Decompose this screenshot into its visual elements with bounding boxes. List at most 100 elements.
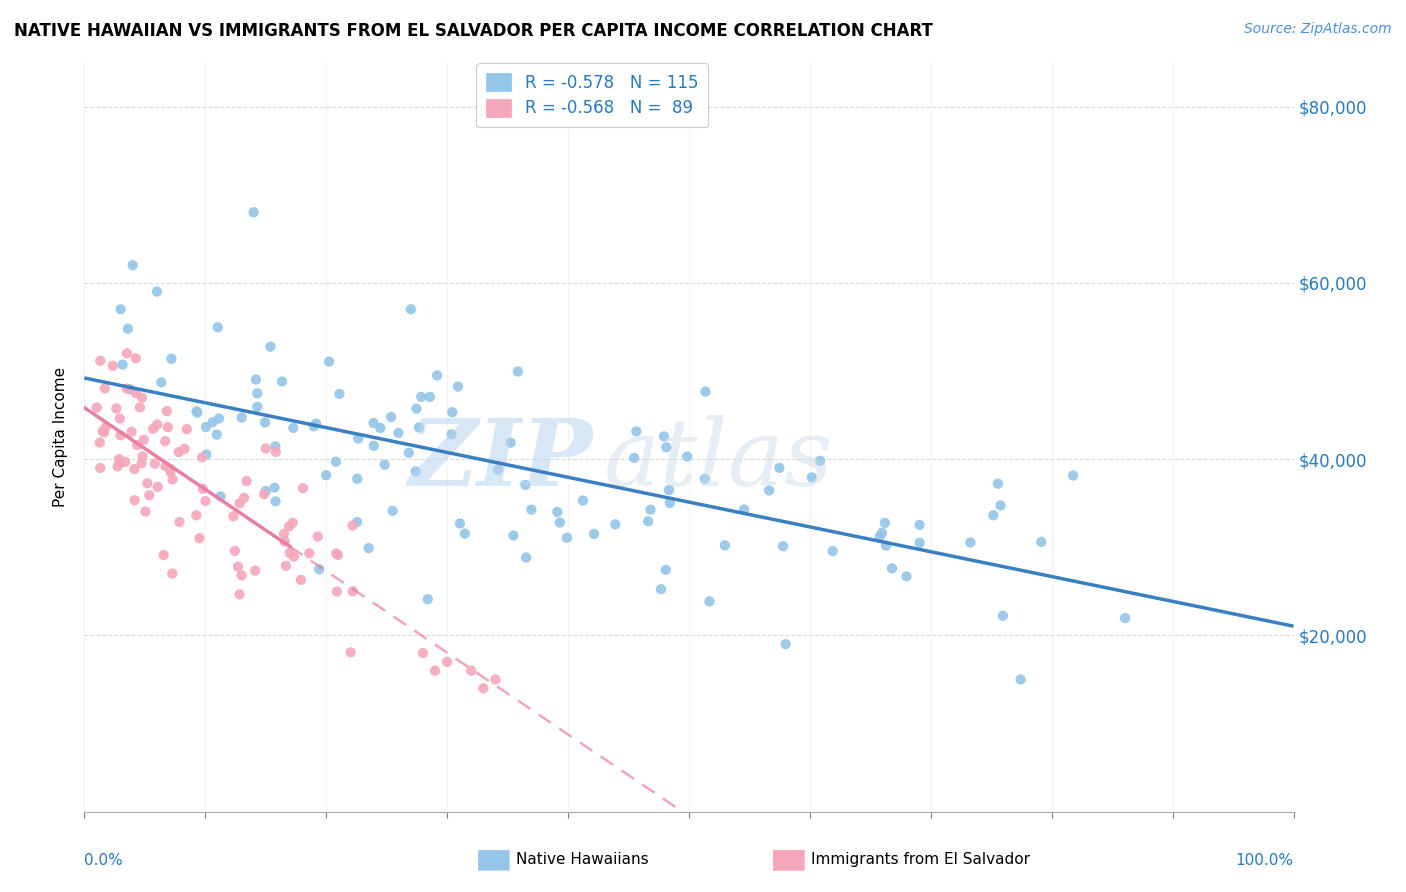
Point xyxy=(271,375,294,389)
Point xyxy=(245,372,267,386)
Point xyxy=(226,559,249,574)
Point xyxy=(173,442,195,456)
Point xyxy=(339,645,361,659)
Point xyxy=(186,404,208,418)
Point xyxy=(131,391,153,405)
Point xyxy=(222,509,245,524)
Point xyxy=(243,564,266,578)
Point xyxy=(676,450,699,464)
Point xyxy=(800,470,823,484)
Point xyxy=(695,384,717,399)
Point xyxy=(156,404,179,418)
Point xyxy=(132,433,155,447)
Point xyxy=(436,655,458,669)
Point xyxy=(308,562,330,576)
Point xyxy=(228,496,250,510)
Text: Native Hawaiians: Native Hawaiians xyxy=(516,853,648,867)
Point xyxy=(155,459,177,474)
Point xyxy=(1114,611,1136,625)
Point xyxy=(305,417,328,431)
Point xyxy=(125,351,148,366)
Point xyxy=(205,427,228,442)
Point xyxy=(484,673,506,687)
Point xyxy=(880,561,903,575)
Point xyxy=(153,434,176,449)
Point xyxy=(101,359,124,373)
Point xyxy=(714,538,737,552)
Point xyxy=(346,515,368,529)
Point xyxy=(246,400,269,414)
Point xyxy=(486,463,509,477)
Point xyxy=(318,354,340,368)
Point xyxy=(169,515,191,529)
Point xyxy=(167,445,190,459)
Point xyxy=(127,438,149,452)
Point xyxy=(110,428,132,442)
Point xyxy=(162,472,184,486)
Point xyxy=(274,534,297,549)
Point xyxy=(515,478,537,492)
Point xyxy=(873,516,896,530)
Point xyxy=(108,452,131,467)
Point xyxy=(555,531,578,545)
Point xyxy=(107,459,129,474)
Point xyxy=(302,419,325,434)
Point xyxy=(499,435,522,450)
Point xyxy=(363,416,385,430)
Point xyxy=(136,476,159,491)
Point xyxy=(254,442,277,456)
Point xyxy=(699,594,721,608)
Point xyxy=(423,664,446,678)
Point xyxy=(325,455,347,469)
Point xyxy=(91,424,114,438)
Point xyxy=(326,548,349,562)
Point xyxy=(416,592,439,607)
Point xyxy=(117,322,139,336)
Point xyxy=(259,340,281,354)
Point xyxy=(408,420,430,434)
Point xyxy=(283,421,305,435)
Point xyxy=(283,549,305,564)
Point xyxy=(93,425,115,440)
Point xyxy=(1010,673,1032,687)
Point xyxy=(991,608,1014,623)
Point xyxy=(159,461,181,475)
Point xyxy=(583,527,606,541)
Point xyxy=(908,518,931,533)
Point xyxy=(655,440,678,454)
Legend: R = -0.578   N = 115, R = -0.568   N =  89: R = -0.578 N = 115, R = -0.568 N = 89 xyxy=(477,63,709,128)
Point xyxy=(399,302,422,317)
Point xyxy=(363,439,385,453)
Text: 0.0%: 0.0% xyxy=(84,853,124,868)
Point xyxy=(326,584,349,599)
Point xyxy=(156,420,179,434)
Point xyxy=(191,482,214,496)
Point xyxy=(387,425,409,440)
Point xyxy=(138,488,160,502)
Point xyxy=(115,382,138,396)
Point xyxy=(278,546,301,560)
Point xyxy=(959,535,981,549)
Point xyxy=(454,526,477,541)
Point xyxy=(195,448,218,462)
Point xyxy=(772,539,794,553)
Point xyxy=(626,425,648,439)
Point xyxy=(231,568,253,582)
Point xyxy=(110,302,132,317)
Point xyxy=(515,550,537,565)
Point xyxy=(124,385,146,400)
Point xyxy=(129,401,152,415)
Point xyxy=(908,536,931,550)
Point xyxy=(264,494,287,508)
Point xyxy=(441,405,464,419)
Point xyxy=(124,493,146,508)
Point xyxy=(1031,534,1053,549)
Point xyxy=(105,401,128,416)
Text: Source: ZipAtlas.com: Source: ZipAtlas.com xyxy=(1244,22,1392,37)
Point xyxy=(242,205,264,219)
Point xyxy=(194,420,217,434)
Point xyxy=(111,358,134,372)
Point xyxy=(118,382,141,396)
Point xyxy=(821,544,844,558)
Point xyxy=(121,258,143,272)
